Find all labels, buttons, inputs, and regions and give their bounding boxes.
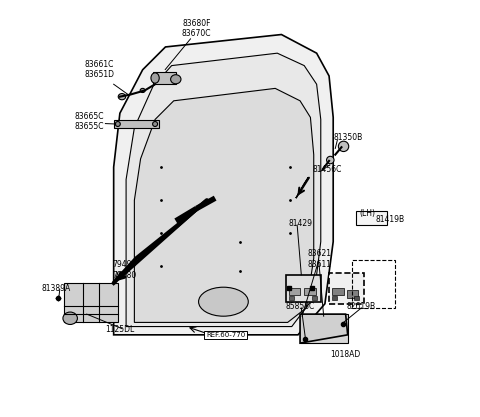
Ellipse shape [326,156,334,164]
Bar [289,288,300,296]
Ellipse shape [118,93,126,100]
Bar [300,314,348,343]
PathPatch shape [134,88,314,322]
Text: 83680F
83670C: 83680F 83670C [182,19,211,38]
Text: (LH): (LH) [360,209,375,218]
Text: 81350B: 81350B [333,133,362,142]
Bar [289,296,294,301]
Ellipse shape [140,88,145,93]
PathPatch shape [126,53,321,327]
Ellipse shape [151,73,159,83]
Text: 81429: 81429 [288,219,312,229]
PathPatch shape [130,53,314,161]
Text: 85858C: 85858C [286,302,315,311]
PathPatch shape [300,314,348,343]
Text: 1018AD: 1018AD [331,350,361,359]
Ellipse shape [199,287,248,316]
Bar [354,296,359,301]
Bar [114,120,159,128]
Bar [64,283,118,322]
Ellipse shape [63,312,77,324]
PathPatch shape [114,35,333,335]
Ellipse shape [170,75,181,84]
Text: 81389A: 81389A [42,284,71,293]
Polygon shape [296,177,308,198]
Ellipse shape [338,141,349,151]
Text: 1125DL: 1125DL [105,325,134,334]
Text: 81419B: 81419B [375,215,405,224]
Text: 81456C: 81456C [312,166,342,174]
Text: REF.60-770: REF.60-770 [206,332,245,338]
Bar [347,290,359,298]
Bar [286,275,321,302]
Bar [332,296,337,301]
Bar [356,211,387,225]
Ellipse shape [153,121,157,126]
Text: 83621
83611: 83621 83611 [308,249,332,269]
Bar [329,273,364,304]
Text: 83665C
83655C: 83665C 83655C [74,112,104,131]
Text: 82619B: 82619B [347,302,376,311]
Bar [352,260,396,308]
Text: 83661C
83651D: 83661C 83651D [84,60,114,79]
Text: 79490
79480: 79490 79480 [112,260,136,279]
Bar [332,288,344,296]
Bar [153,72,176,84]
Ellipse shape [115,121,120,126]
Bar [312,296,317,301]
Bar [304,288,316,296]
